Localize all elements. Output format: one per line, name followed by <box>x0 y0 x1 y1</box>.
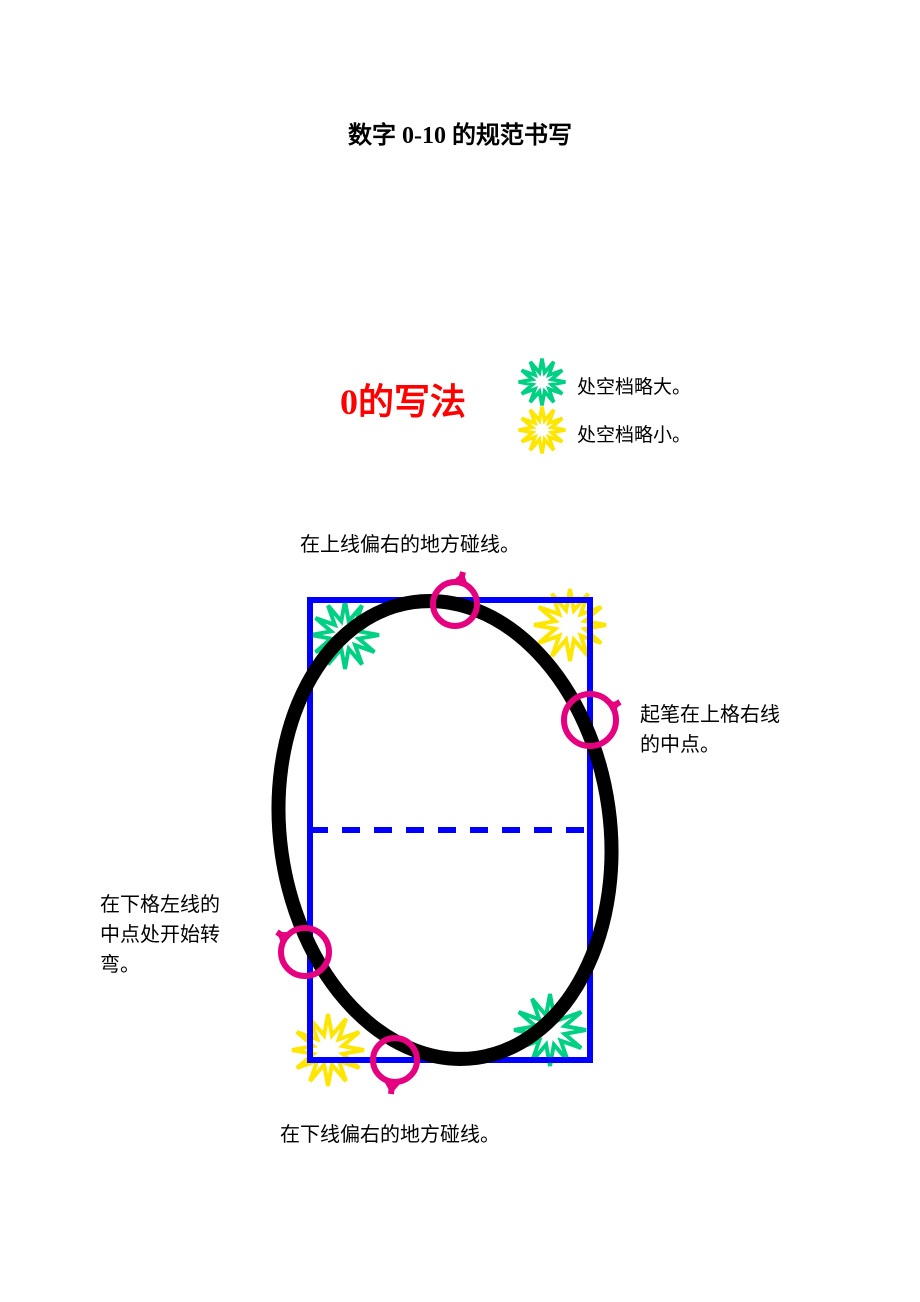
annotation-left: 在下格左线的中点处开始转弯。 <box>100 890 230 980</box>
subtitle: 0的写法 <box>340 373 466 425</box>
page-title: 数字 0-10 的规范书写 <box>0 115 920 150</box>
legend-large-text: 处空档略大。 <box>577 372 691 399</box>
diagram-svg <box>250 560 670 1125</box>
star-yellow-icon <box>515 403 569 463</box>
legend-row-small: 处空档略小。 <box>515 403 691 463</box>
legend-small-text: 处空档略小。 <box>577 420 691 447</box>
annotation-top: 在上线偏右的地方碰线。 <box>300 530 520 560</box>
